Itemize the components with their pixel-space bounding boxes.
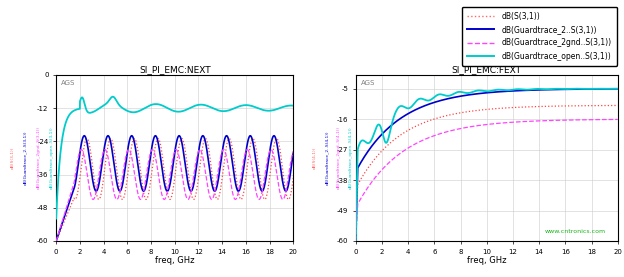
X-axis label: freq, GHz: freq, GHz <box>155 256 195 265</box>
Text: dB(Guardtrace_open..S(4,1)): dB(Guardtrace_open..S(4,1)) <box>348 127 353 189</box>
Text: dB(Guardtrace_2..S(3,1)): dB(Guardtrace_2..S(3,1)) <box>23 131 27 185</box>
Text: www.cntronics.com: www.cntronics.com <box>544 229 605 234</box>
Text: dB(Guardtrace_open..S(3,1)): dB(Guardtrace_open..S(3,1)) <box>49 127 54 189</box>
Text: dB(S(3,1)): dB(S(3,1)) <box>10 147 14 169</box>
Text: AGS: AGS <box>361 80 375 86</box>
Title: SI_PI_EMC:FEXT: SI_PI_EMC:FEXT <box>452 65 522 74</box>
Title: SI_PI_EMC:NEXT: SI_PI_EMC:NEXT <box>139 65 210 74</box>
Text: AGS: AGS <box>61 80 76 86</box>
Legend: dB(S(3,1)), dB(Guardtrace_2..S(3,1)), dB(Guardtrace_2gnd..S(3,1)), dB(Guardtrace: dB(S(3,1)), dB(Guardtrace_2..S(3,1)), dB… <box>462 7 617 66</box>
Text: dB(Guardtrace_2gnd..S(3,1)): dB(Guardtrace_2gnd..S(3,1)) <box>36 126 41 189</box>
Text: dB(Guardtrace_2..S(4,1)): dB(Guardtrace_2..S(4,1)) <box>325 131 329 185</box>
X-axis label: freq, GHz: freq, GHz <box>467 256 507 265</box>
Text: dB(Guardtrace_2gnd..S(4,1)): dB(Guardtrace_2gnd..S(4,1)) <box>336 126 341 189</box>
Text: dB(S(4,1)): dB(S(4,1)) <box>313 147 317 169</box>
